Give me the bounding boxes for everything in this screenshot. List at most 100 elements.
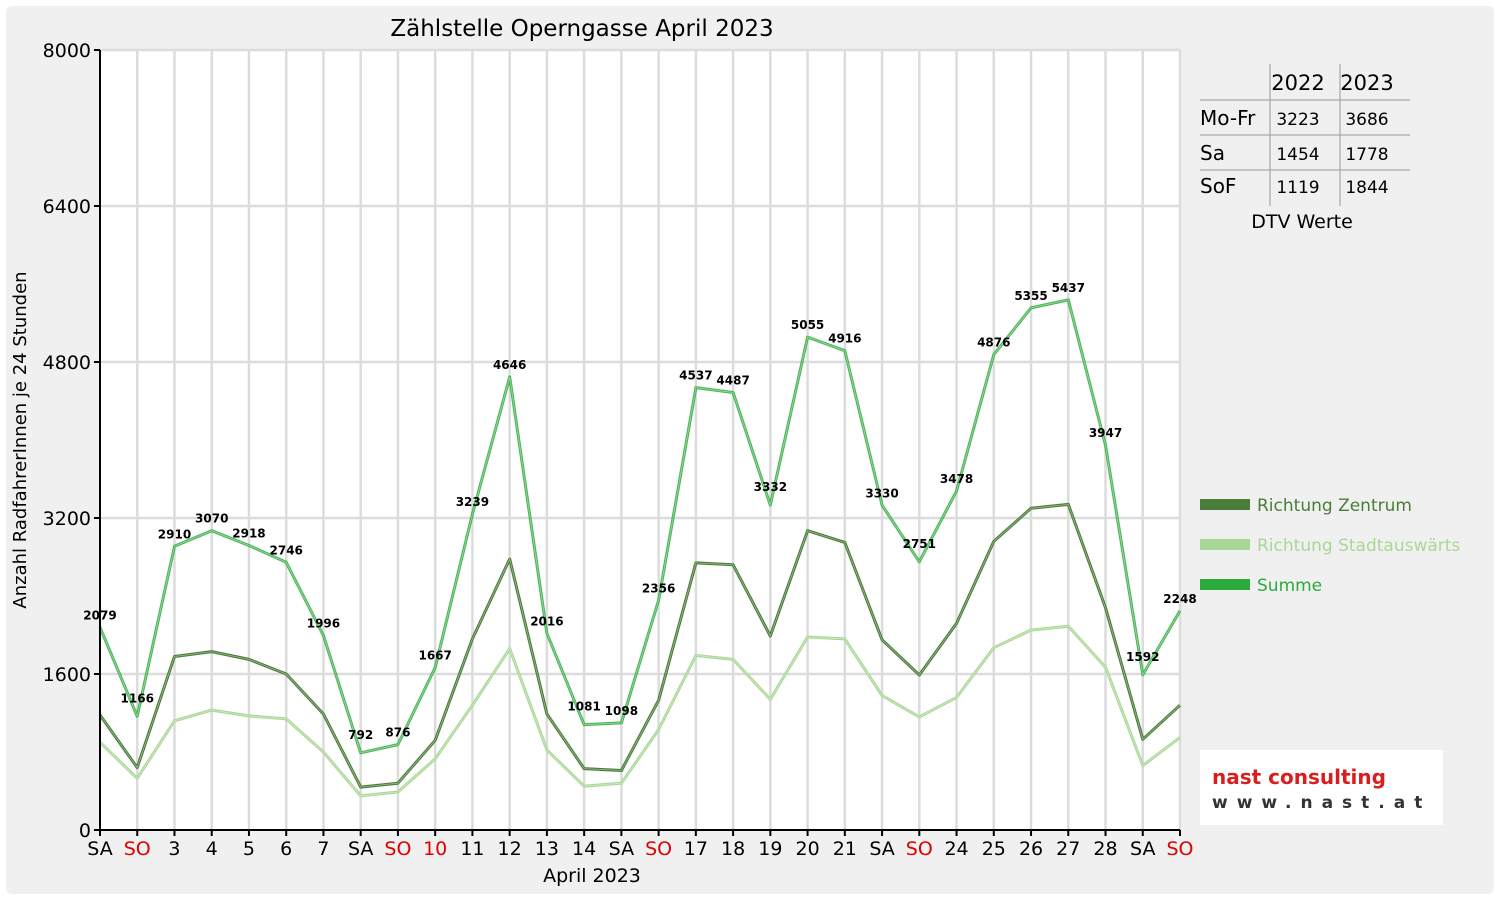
logo: nast consulting www.nast.at [1200,750,1443,825]
y-tick-label: 0 [79,820,91,842]
legend-label: Summe [1257,576,1322,596]
x-tick-label: 7 [317,838,329,860]
series-line [98,502,1182,789]
x-tick-label: 10 [423,838,447,860]
x-tick-label: SO [384,838,411,860]
x-tick-label: 17 [684,838,708,860]
data-label: 1166 [121,691,154,705]
y-axis-title: Anzahl RadfahrerInnen je 24 Stunden [10,271,31,608]
data-label: 4916 [828,332,861,346]
data-label: 2356 [642,581,675,595]
data-label: 876 [385,726,410,740]
legend-label: Richtung Stadtauswärts [1257,536,1460,556]
data-label: 2751 [903,537,936,551]
chart-title: Zählstelle Operngasse April 2023 [390,16,773,42]
legend: Richtung Zentrum Richtung Stadtauswärts Su… [1200,496,1460,596]
x-tick-label: SA [609,838,634,860]
x-tick-label: 14 [572,838,596,860]
x-tick-label: 20 [795,838,819,860]
x-tick-label: 6 [280,838,292,860]
x-tick-label: SA [348,838,373,860]
x-tick-label: 19 [758,838,782,860]
x-tick-label: SO [1166,838,1193,860]
x-tick-label: 4 [206,838,218,860]
y-tick-label: 6400 [43,196,91,218]
data-label: 2248 [1163,592,1196,606]
table-cell: 3686 [1345,110,1388,130]
x-tick-label: SO [124,838,151,860]
x-tick-label: 5 [243,838,255,860]
legend-swatch [1200,499,1250,510]
data-label: 3070 [195,512,228,526]
table-cell: 1119 [1276,178,1319,198]
series-line [98,624,1181,798]
y-axis-ticks: 0 1600 3200 4800 6400 8000 [43,40,100,842]
x-tick-label: 3 [168,838,180,860]
x-tick-label: SA [87,838,112,860]
x-tick-label: 11 [460,838,484,860]
y-tick-label: 8000 [43,40,91,62]
y-tick-label: 4800 [43,352,91,374]
y-tick-label: 3200 [43,508,91,530]
x-tick-label: SA [869,838,894,860]
series-line-highlight [99,503,1181,788]
data-label: 792 [348,728,373,742]
data-label: 2746 [270,543,303,557]
data-label: 5355 [1014,289,1047,303]
data-label: 4646 [493,358,526,372]
data-label: 4487 [716,374,749,388]
x-tick-label: SA [1130,838,1155,860]
data-label: 1592 [1126,650,1159,664]
table-cell: 1844 [1345,178,1388,198]
table-cell: 3223 [1276,110,1319,130]
data-label: 2016 [530,614,563,628]
data-label: 2918 [232,526,265,540]
data-label: 3330 [865,486,898,500]
data-label: 1081 [567,700,600,714]
table-cell: 1454 [1276,145,1319,165]
plot-area [100,50,1180,830]
x-tick-label: SO [906,838,933,860]
x-tick-label: 27 [1056,838,1080,860]
legend-swatch [1200,579,1250,590]
y-tick-label: 1600 [43,664,91,686]
data-label: 2910 [158,527,191,541]
x-tick-label: 21 [833,838,857,860]
data-label: 1098 [605,704,638,718]
x-tick-label: 26 [1019,838,1043,860]
data-label: 3239 [456,495,489,509]
data-label: 4537 [679,369,712,383]
series-line-highlight [99,299,1181,754]
x-tick-label: 25 [982,838,1006,860]
data-label: 1667 [418,648,451,662]
x-axis-ticks: SA SO 3 4 5 6 7 SA SO 10 11 12 13 14 SA SO 17 18 19 20 21 SA S… [87,830,1194,860]
logo-box [1200,750,1443,825]
table-row-label: Sa [1200,141,1225,165]
legend-swatch [1200,539,1250,550]
logo-url: www.nast.at [1212,793,1431,813]
data-label: 5055 [791,318,824,332]
data-label: 3332 [754,480,787,494]
x-tick-label: 13 [535,838,559,860]
dtv-table: 2022 2023 Mo-Fr 3223 3686 Sa 1454 1778 S… [1200,64,1410,233]
legend-label: Richtung Zentrum [1257,496,1412,516]
x-tick-label: 18 [721,838,745,860]
x-tick-label: SO [645,838,672,860]
table-header-2023: 2023 [1340,71,1393,95]
data-labels: 2079116629103070291827461996792876166732… [83,281,1196,742]
table-header-2022: 2022 [1271,71,1324,95]
table-row-label: SoF [1200,174,1236,198]
series-lines [98,298,1182,798]
x-axis-title: April 2023 [543,865,641,887]
table-row-label: Mo-Fr [1200,106,1256,130]
logo-text: nast consulting [1212,765,1386,789]
series-line-highlight [99,625,1181,797]
series-line [98,298,1182,755]
data-label: 3947 [1089,426,1122,440]
data-label: 4876 [977,336,1010,350]
x-tick-label: 24 [944,838,968,860]
table-cell: 1778 [1345,145,1388,165]
x-tick-label: 28 [1093,838,1117,860]
data-label: 1996 [307,616,340,630]
